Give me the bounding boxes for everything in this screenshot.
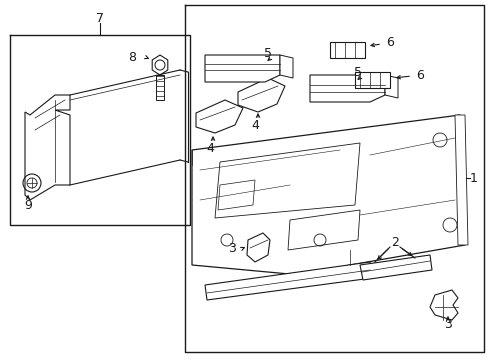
Polygon shape <box>196 100 243 133</box>
Polygon shape <box>204 55 280 82</box>
Text: 4: 4 <box>205 141 214 154</box>
Polygon shape <box>156 75 163 100</box>
Polygon shape <box>384 75 397 98</box>
Text: 3: 3 <box>443 319 451 332</box>
Polygon shape <box>354 72 389 88</box>
Text: 8: 8 <box>128 50 136 63</box>
Text: 5: 5 <box>264 46 271 59</box>
Polygon shape <box>454 115 467 245</box>
Text: 7: 7 <box>96 12 104 24</box>
Text: 3: 3 <box>227 243 235 256</box>
Polygon shape <box>215 143 359 218</box>
Polygon shape <box>25 95 70 200</box>
Text: 1: 1 <box>469 171 477 185</box>
Text: 6: 6 <box>415 68 423 81</box>
Polygon shape <box>280 55 292 78</box>
Polygon shape <box>238 78 285 112</box>
Polygon shape <box>359 255 431 280</box>
Polygon shape <box>152 55 167 75</box>
Polygon shape <box>192 115 464 275</box>
Polygon shape <box>429 290 457 320</box>
Polygon shape <box>309 75 384 102</box>
Polygon shape <box>287 210 359 250</box>
Polygon shape <box>218 180 254 210</box>
Text: 6: 6 <box>385 36 393 49</box>
Polygon shape <box>246 233 269 262</box>
Polygon shape <box>329 42 364 58</box>
Text: 2: 2 <box>390 235 398 248</box>
Text: 4: 4 <box>250 118 259 131</box>
Text: 9: 9 <box>24 198 32 212</box>
Text: 5: 5 <box>353 66 361 78</box>
Polygon shape <box>204 262 371 300</box>
